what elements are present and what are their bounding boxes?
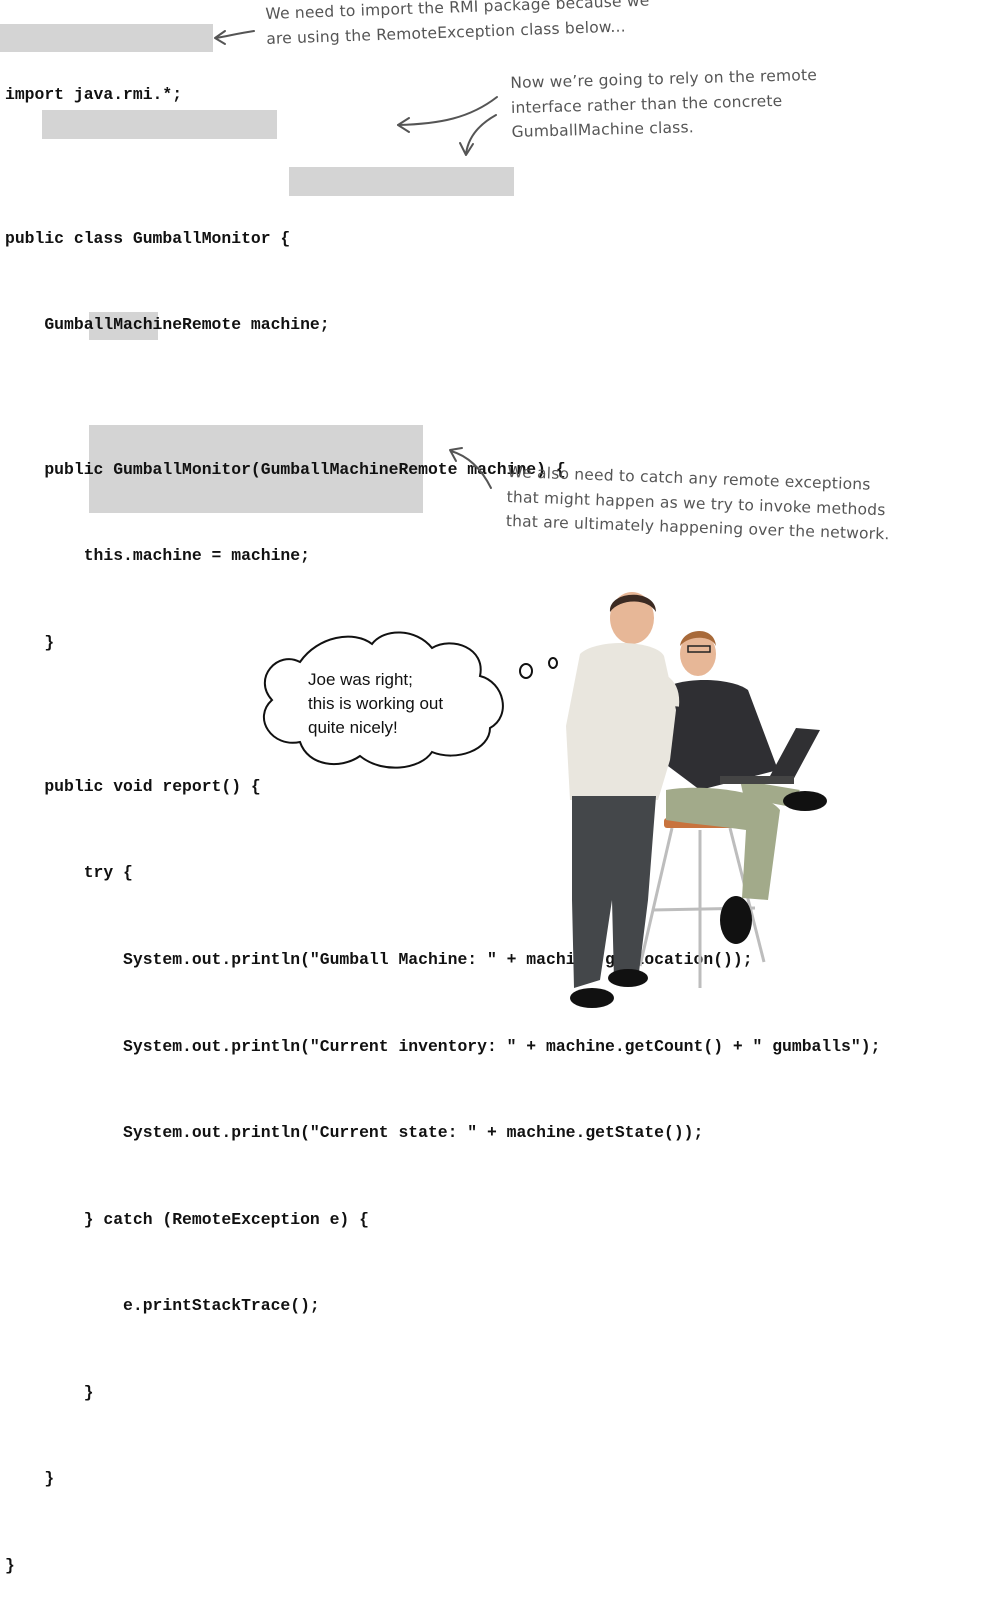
code-line: }: [5, 1555, 15, 1575]
seated-man: [658, 630, 827, 944]
arrow-to-param: [465, 114, 497, 155]
arrow-to-catch-head: [449, 447, 463, 462]
highlight-catch-block: [89, 425, 423, 513]
arrow-to-import-head: [214, 30, 226, 45]
arrow-to-param-head: [459, 142, 474, 156]
code-line: }: [5, 1382, 94, 1402]
code-line: GumballMachineRemote machine;: [5, 315, 330, 335]
laptop: [724, 728, 820, 782]
arrow-to-catch: [450, 450, 492, 489]
code-line: System.out.println("Current inventory: "…: [5, 1036, 881, 1056]
standing-man: [566, 592, 680, 1008]
illustration: [262, 592, 827, 1008]
thought-dot-small: [519, 663, 533, 679]
code-line: }: [5, 632, 55, 652]
annotation-arrows: [214, 30, 498, 489]
highlight-import: [0, 24, 213, 52]
bubble-line: this is working out: [308, 694, 444, 713]
bubble-line: Joe was right;: [308, 670, 413, 689]
code-line: System.out.println("Current state: " + m…: [5, 1123, 704, 1143]
code-line: public class GumballMonitor {: [5, 228, 291, 248]
arrow-to-field: [397, 96, 498, 126]
code-line: this.machine = machine;: [5, 546, 310, 566]
arrow-to-import: [215, 30, 255, 39]
code-line: }: [5, 1469, 55, 1489]
code-line: import java.rmi.*;: [5, 84, 183, 104]
speech-bubble-text: Joe was right; this is working out quite…: [308, 668, 443, 740]
highlight-field-type: [42, 110, 277, 139]
bubble-line: quite nicely!: [308, 718, 398, 737]
highlight-param-type: [289, 167, 514, 196]
code-line: public void report() {: [5, 776, 261, 796]
highlight-try: [89, 312, 158, 340]
code-line: public GumballMonitor(GumballMachineRemo…: [5, 459, 566, 479]
code-line: } catch (RemoteException e) {: [5, 1209, 369, 1229]
thought-bubble: [262, 631, 558, 769]
code-line: try {: [5, 863, 133, 883]
thought-dot-tiny: [548, 657, 558, 669]
arrow-to-field-head: [397, 117, 410, 133]
code-line: e.printStackTrace();: [5, 1296, 320, 1316]
